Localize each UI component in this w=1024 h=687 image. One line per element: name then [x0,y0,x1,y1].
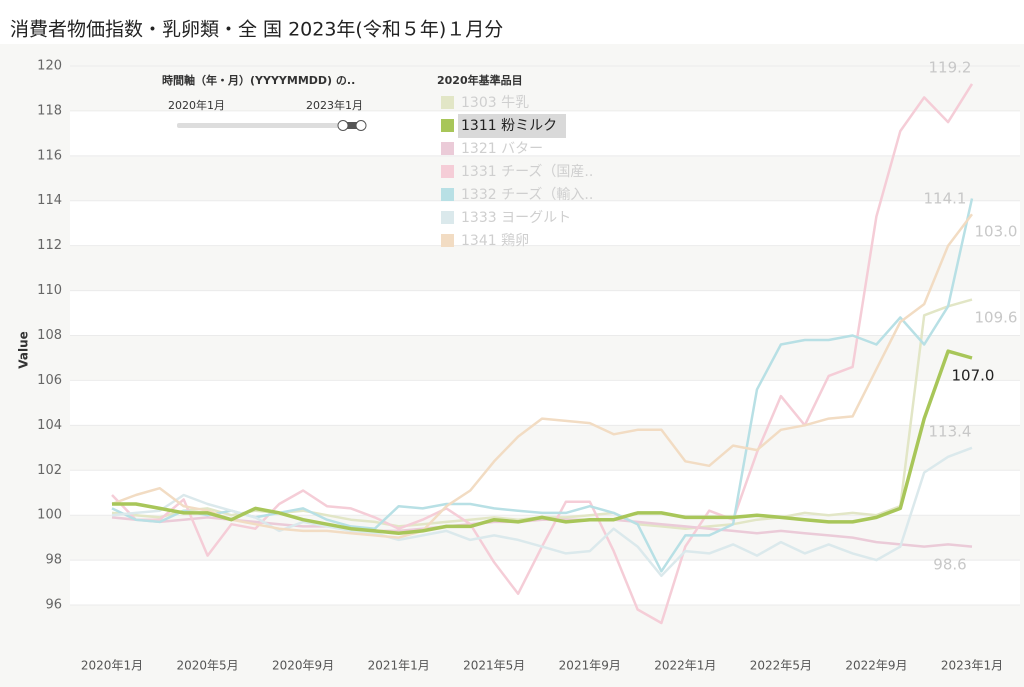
series-line [112,349,973,535]
series-line [111,516,973,548]
y-axis-label: Value [17,331,31,369]
series-line [111,213,973,539]
legend-swatch [441,188,454,201]
legend-label: 1332 チーズ（輸入.. [461,187,593,203]
y-tick-label: 100 [37,508,62,523]
filter-start: 2020年1月 [168,98,225,112]
chart-title: 消費者物価指数・乳卵類・全 国 2023年(令和５年)１月分 [10,19,503,41]
band [70,470,1020,516]
x-tick-label: 2021年9月 [559,659,621,673]
x-tick-label: 2022年9月 [845,659,907,673]
filter[interactable]: 時間軸（年・月）(YYYYMMDD) の.. 2020年1月 2023年1月 [162,73,367,131]
x-tick-label: 2021年5月 [463,659,525,673]
legend-item[interactable]: 1332 チーズ（輸入.. [441,187,593,203]
value-label: 113.4 [929,423,972,441]
x-tick-label: 2022年1月 [654,659,716,673]
x-tick-label: 2023年1月 [941,659,1003,673]
band [70,290,1020,336]
x-tick-label: 2020年5月 [176,659,238,673]
y-tick-label: 112 [37,238,62,253]
legend-item[interactable]: 1303 牛乳 [441,95,529,111]
legend-swatch [441,142,454,155]
y-tick-label: 96 [45,598,62,613]
legend-label: 1341 鶏卵 [461,233,529,249]
legend-swatch [441,234,454,247]
x-tick-label: 2020年9月 [272,659,334,673]
value-label: 98.6 [933,556,966,574]
y-tick-label: 108 [37,328,62,343]
value-label: 119.2 [929,59,972,77]
legend-item[interactable]: 1311 粉ミルク [441,114,566,138]
legend-label: 1303 牛乳 [461,95,529,111]
legend-swatch [441,96,454,109]
y-tick-label: 102 [37,463,62,478]
legend-label: 1321 バター [461,141,543,157]
y-tick-label: 114 [37,193,62,208]
legend-item[interactable]: 1333 ヨーグルト [441,210,571,226]
y-tick-label: 120 [37,58,62,73]
filter-end: 2023年1月 [306,98,363,112]
value-label: 114.1 [924,190,967,208]
value-label: 109.6 [975,309,1018,327]
series-line [111,446,973,578]
legend-label: 1331 チーズ（国産.. [461,164,593,180]
legend-swatch [441,211,454,224]
legend-label: 1333 ヨーグルト [461,210,571,226]
legend-title: 2020年基準品目 [437,73,523,87]
x-tick-label: 2020年1月 [81,659,143,673]
band [70,200,1020,246]
x-tick-label: 2022年5月 [750,659,812,673]
legend-swatch [441,119,454,132]
y-tick-label: 118 [37,103,62,118]
legend-item[interactable]: 1321 バター [441,141,543,157]
legend-item[interactable]: 1331 チーズ（国産.. [441,164,593,180]
filter-title: 時間軸（年・月）(YYYYMMDD) の.. [162,73,355,87]
legend-label: 1311 粉ミルク [461,118,557,134]
y-tick-label: 106 [37,373,62,388]
slider-handle[interactable] [355,120,367,131]
slider-track [177,123,365,128]
legend-highlight [458,114,566,138]
slider-handle[interactable] [337,120,349,131]
legend-item[interactable]: 1341 鶏卵 [441,233,529,249]
legend-swatch [441,165,454,178]
value-label: 107.0 [952,367,995,385]
y-tick-label: 104 [37,418,62,433]
y-tick-label: 98 [45,553,62,568]
x-tick-label: 2021年1月 [368,659,430,673]
band [70,560,1020,606]
value-label: 103.0 [975,223,1018,241]
y-tick-label: 110 [37,283,62,298]
y-tick-label: 116 [37,148,62,163]
